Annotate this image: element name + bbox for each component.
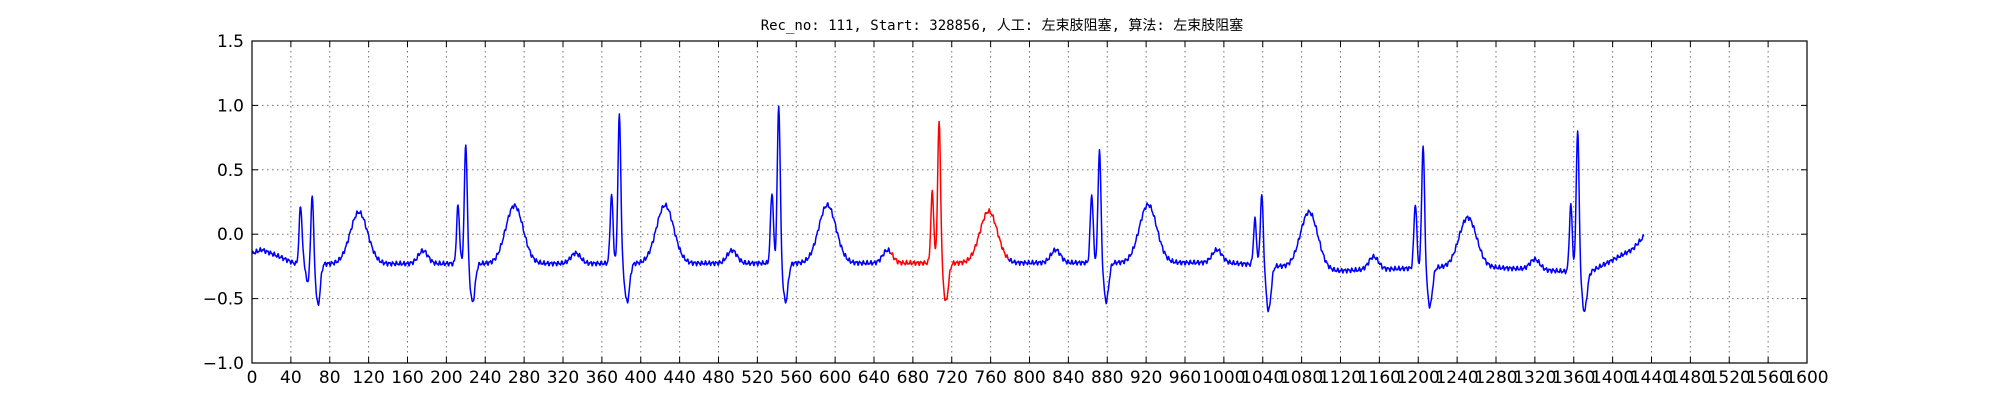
signal-segment bbox=[890, 120, 1009, 302]
x-tick-label: 1280 bbox=[1474, 368, 1517, 388]
x-tick-label: 1400 bbox=[1591, 368, 1634, 388]
x-tick-label: 1320 bbox=[1513, 368, 1556, 388]
x-tick-label: 1240 bbox=[1435, 368, 1478, 388]
x-tick-label: 1520 bbox=[1708, 368, 1751, 388]
y-tick-label: −1.0 bbox=[203, 354, 244, 374]
x-tick-label: 1080 bbox=[1280, 368, 1323, 388]
x-tick-label: 520 bbox=[741, 368, 773, 388]
x-axis: 0 40 80 120 160 200 240 280 320 360 400 440 480 520 56… bbox=[247, 41, 1829, 388]
chart-title: Rec_no: 111, Start: 328856, 人工: 左束肢阻塞, 算… bbox=[761, 17, 1244, 34]
x-tick-label: 480 bbox=[702, 368, 734, 388]
x-tick-label: 1480 bbox=[1669, 368, 1712, 388]
x-tick-label: 920 bbox=[1130, 368, 1162, 388]
x-tick-label: 280 bbox=[508, 368, 540, 388]
x-tick-label: 80 bbox=[319, 368, 341, 388]
x-tick-label: 40 bbox=[280, 368, 302, 388]
x-tick-label: 1360 bbox=[1552, 368, 1595, 388]
y-tick-label: 1.5 bbox=[217, 32, 244, 52]
x-tick-label: 600 bbox=[819, 368, 851, 388]
y-tick-label: −0.5 bbox=[203, 290, 244, 310]
x-tick-label: 1040 bbox=[1241, 368, 1284, 388]
x-tick-label: 1200 bbox=[1397, 368, 1440, 388]
signal-series bbox=[251, 105, 1645, 313]
x-tick-label: 1440 bbox=[1630, 368, 1673, 388]
x-tick-label: 440 bbox=[663, 368, 695, 388]
x-tick-label: 160 bbox=[391, 368, 423, 388]
y-tick-label: 0.0 bbox=[217, 225, 244, 245]
y-tick-label: 0.5 bbox=[217, 161, 244, 181]
x-tick-label: 840 bbox=[1052, 368, 1084, 388]
x-tick-label: 1600 bbox=[1785, 368, 1828, 388]
x-tick-label: 200 bbox=[430, 368, 462, 388]
x-tick-label: 560 bbox=[780, 368, 812, 388]
x-tick-label: 800 bbox=[1013, 368, 1045, 388]
x-tick-label: 880 bbox=[1091, 368, 1123, 388]
y-axis: −1.0 −0.5 0.0 0.5 1.0 1.5 bbox=[203, 32, 1807, 374]
x-tick-label: 720 bbox=[936, 368, 968, 388]
x-tick-label: 360 bbox=[586, 368, 618, 388]
signal-segment bbox=[251, 105, 891, 307]
x-tick-label: 760 bbox=[974, 368, 1006, 388]
x-tick-label: 120 bbox=[352, 368, 384, 388]
x-tick-label: 240 bbox=[469, 368, 501, 388]
x-tick-label: 1160 bbox=[1358, 368, 1401, 388]
x-tick-label: 0 bbox=[247, 368, 258, 388]
y-tick-label: 1.0 bbox=[217, 96, 244, 116]
x-tick-label: 400 bbox=[625, 368, 657, 388]
signal-segment bbox=[1007, 130, 1645, 313]
x-tick-label: 680 bbox=[897, 368, 929, 388]
x-tick-label: 1000 bbox=[1202, 368, 1245, 388]
x-tick-label: 1120 bbox=[1319, 368, 1362, 388]
grid bbox=[251, 40, 1808, 364]
x-tick-label: 320 bbox=[547, 368, 579, 388]
x-tick-label: 640 bbox=[858, 368, 890, 388]
x-tick-label: 960 bbox=[1169, 368, 1201, 388]
x-tick-label: 1560 bbox=[1746, 368, 1789, 388]
